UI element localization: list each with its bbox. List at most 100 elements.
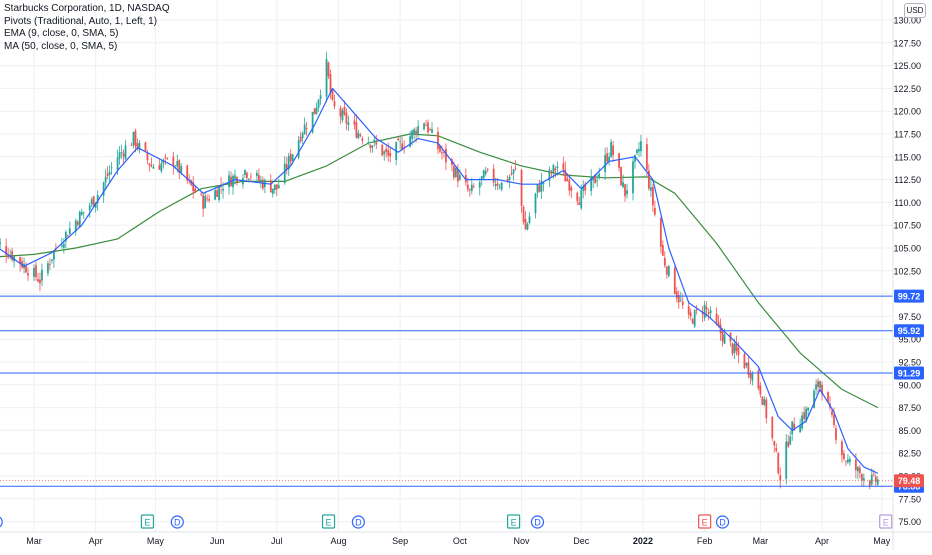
candle (397, 136, 400, 141)
candle (275, 184, 278, 197)
dividend-marker[interactable]: D (170, 515, 184, 529)
candle (287, 152, 290, 176)
candle (303, 117, 306, 135)
candle (160, 160, 163, 174)
candle (257, 168, 260, 183)
candle (355, 114, 358, 139)
candle (773, 440, 776, 453)
candle (510, 165, 513, 176)
legend-ema[interactable]: EMA (9, close, 0, SMA, 5) (4, 28, 119, 39)
candle (821, 381, 823, 401)
candle (673, 265, 676, 295)
candle (234, 169, 236, 185)
earnings-marker[interactable]: E (321, 514, 336, 529)
legend-symbol-title[interactable]: Starbucks Corporation, 1D, NASDAQ (4, 3, 170, 14)
candle (5, 238, 8, 263)
candle (431, 122, 433, 134)
candle (638, 141, 640, 158)
candle (208, 194, 211, 203)
candle (375, 134, 378, 149)
y-tick-label: 122.50 (893, 84, 921, 94)
candle (679, 291, 682, 303)
candle (498, 183, 501, 190)
y-tick-label: 87.50 (898, 403, 921, 413)
candle (640, 134, 642, 157)
candle (53, 250, 55, 268)
candle (508, 174, 511, 189)
candle (598, 167, 601, 180)
candle (150, 157, 153, 168)
dividend-marker[interactable]: D (351, 515, 365, 529)
earnings-marker[interactable]: E (879, 514, 893, 529)
pivot-lines-layer (0, 295, 893, 487)
price-scale[interactable]: 75.0077.5080.0082.5085.0087.5090.0092.50… (893, 16, 921, 528)
candle (578, 196, 581, 206)
candle (659, 216, 662, 254)
candle (827, 391, 829, 403)
pivot-price-label: 91.29 (894, 366, 924, 380)
candle (719, 318, 722, 341)
candle (403, 140, 406, 154)
candle (361, 136, 364, 145)
x-tick-label: Mar (26, 536, 42, 546)
dividend-marker[interactable]: D (715, 515, 730, 529)
earnings-marker[interactable]: E (140, 514, 155, 529)
candle (492, 164, 495, 187)
candle (707, 308, 710, 321)
candle (62, 238, 65, 254)
y-tick-label: 102.50 (893, 266, 921, 276)
candle (255, 170, 258, 183)
candle (427, 119, 429, 136)
candle (164, 153, 167, 166)
candle (353, 114, 356, 130)
earnings-marker[interactable]: E (698, 514, 712, 529)
candle (841, 439, 843, 463)
svg-text:E: E (326, 517, 332, 527)
candle (456, 164, 459, 188)
candle (216, 186, 218, 197)
candle (319, 89, 322, 105)
y-tick-label: 107.50 (893, 221, 921, 231)
svg-text:91.29: 91.29 (898, 368, 921, 378)
candle (779, 467, 782, 489)
dividend-marker[interactable]: D (0, 516, 3, 528)
candle (520, 169, 523, 213)
candle (345, 108, 348, 131)
candle (118, 146, 121, 165)
candle (66, 234, 69, 237)
x-tick-label: Jun (210, 536, 225, 546)
candle (68, 221, 71, 236)
legend-pivots[interactable]: Pivots (Traditional, Auto, 1, Left, 1) (4, 15, 158, 27)
candle (317, 98, 320, 112)
candle (701, 306, 704, 323)
candle (763, 396, 766, 407)
candle (381, 144, 384, 157)
candle (277, 178, 280, 189)
candle (331, 88, 334, 102)
candle (540, 172, 543, 200)
svg-text:D: D (719, 517, 726, 527)
legend-ma[interactable]: MA (50, close, 0, SMA, 5) (4, 40, 118, 52)
candle (472, 182, 475, 189)
dividend-marker[interactable]: D (530, 515, 545, 529)
candle (218, 185, 220, 203)
earnings-marker[interactable]: E (506, 514, 521, 529)
ema-9-line (0, 87, 879, 474)
candle (144, 141, 147, 153)
candle (817, 378, 819, 393)
candle (206, 194, 209, 202)
candle (731, 342, 734, 357)
candle (417, 120, 419, 138)
candle (413, 127, 415, 140)
candle (136, 138, 139, 151)
candle (622, 174, 624, 189)
candle (874, 474, 877, 487)
candle (636, 148, 638, 156)
candle (524, 211, 527, 230)
candle (311, 111, 314, 134)
time-scale[interactable]: Mar Apr May Jun Jul Aug Sep Oct Nov Dec 2022 Feb Mar… (26, 536, 890, 546)
currency-badge[interactable]: USD (904, 3, 926, 18)
candle (612, 140, 614, 163)
